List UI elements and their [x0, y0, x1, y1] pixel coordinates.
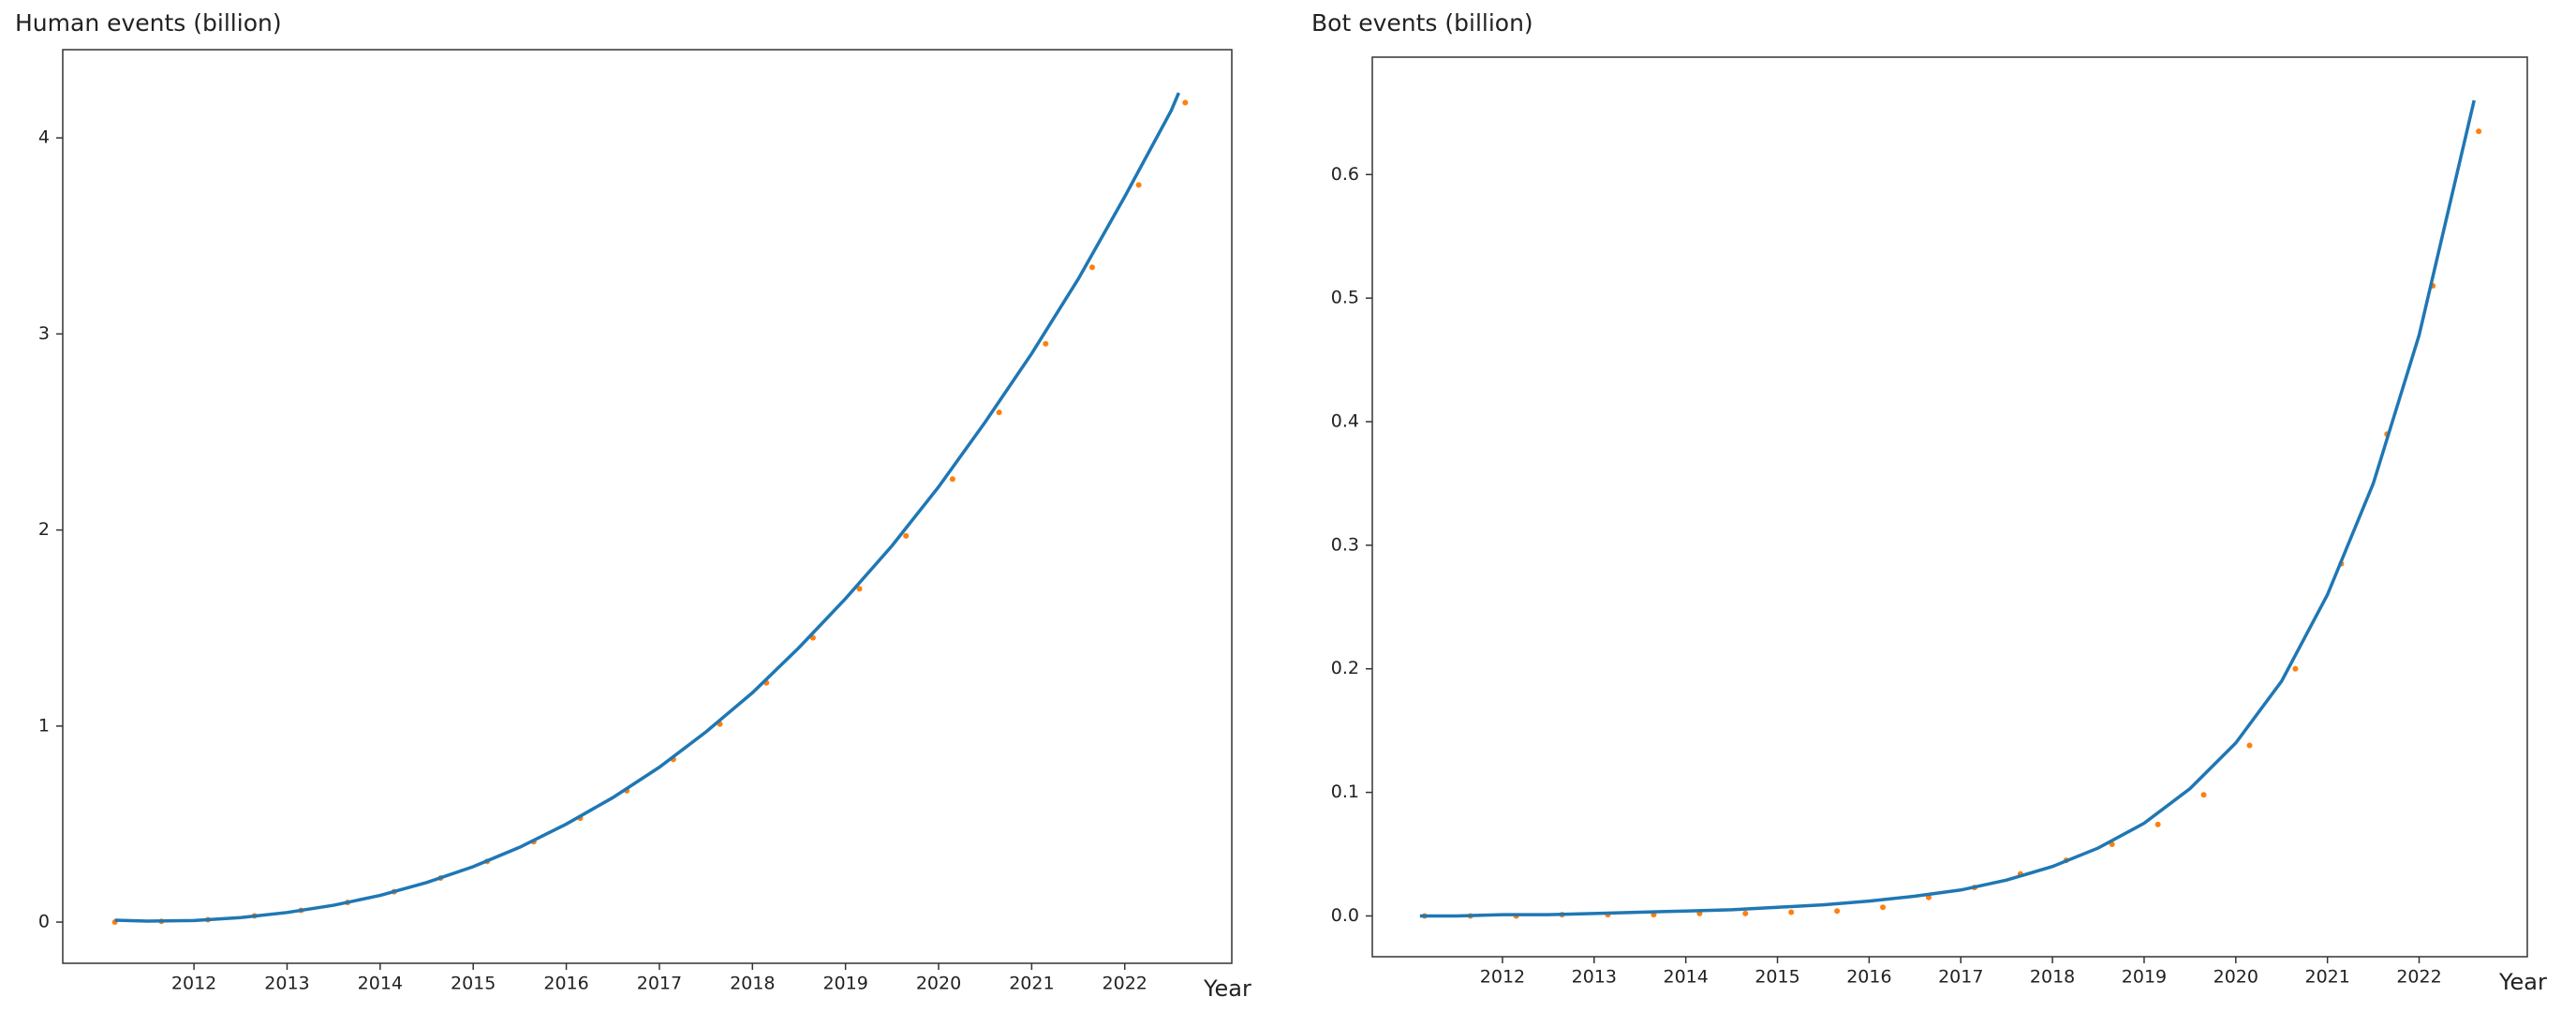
data-dot	[996, 409, 1002, 416]
x-tick-label: 2013	[1572, 967, 1617, 988]
x-tick-label: 2017	[637, 974, 682, 994]
data-dot	[2154, 821, 2161, 827]
y-tick-label: 0.0	[1331, 905, 1359, 926]
x-tick-label: 2022	[1103, 974, 1147, 994]
x-axis-label: Year	[2498, 969, 2547, 995]
x-tick-label: 2012	[171, 974, 216, 994]
y-tick-label: 0.5	[1331, 288, 1359, 308]
data-dot	[1880, 904, 1887, 911]
data-dot	[949, 476, 955, 483]
x-tick-label: 2015	[1754, 967, 1799, 988]
data-dot	[1182, 99, 1189, 106]
y-tick-label: 1	[38, 715, 50, 736]
fit-line	[114, 92, 1180, 923]
x-tick-label: 2021	[2304, 967, 2349, 988]
x-tick-label: 2020	[2213, 967, 2258, 988]
y-tick-label: 4	[38, 127, 50, 148]
y-tick-label: 0.3	[1331, 534, 1359, 555]
x-axis-label: Year	[1203, 975, 1251, 1002]
data-dot	[1788, 909, 1795, 915]
x-tick-label: 2018	[2030, 967, 2075, 988]
x-tick-label: 2016	[543, 974, 588, 994]
x-tick-label: 2019	[822, 974, 867, 994]
x-tick-label: 2018	[730, 974, 775, 994]
data-dot	[1834, 908, 1841, 915]
chart-title: Human events (billion)	[15, 9, 282, 37]
data-dot	[2476, 128, 2482, 135]
y-tick-label: 0.6	[1331, 164, 1359, 185]
data-dot	[903, 532, 910, 539]
x-tick-label: 2016	[1846, 967, 1891, 988]
x-tick-label: 2020	[916, 974, 961, 994]
data-dot	[1742, 910, 1749, 916]
data-dot	[1135, 182, 1142, 188]
x-tick-label: 2021	[1009, 974, 1054, 994]
data-dot	[1088, 264, 1095, 271]
y-tick-label: 3	[38, 323, 50, 344]
data-dot	[2200, 792, 2207, 798]
x-tick-label: 2014	[358, 974, 403, 994]
x-tick-label: 2022	[2396, 967, 2441, 988]
plot-frame	[1371, 56, 2528, 958]
data-dot	[1043, 340, 1049, 347]
data-dot	[2292, 665, 2299, 672]
x-tick-label: 2013	[264, 974, 309, 994]
y-tick-label: 2	[38, 519, 50, 540]
x-tick-label: 2019	[2122, 967, 2167, 988]
chart-title: Bot events (billion)	[1311, 9, 1533, 37]
x-tick-label: 2017	[1938, 967, 1983, 988]
x-tick-label: 2012	[1480, 967, 1525, 988]
data-dot	[2246, 742, 2253, 749]
data-dot	[856, 586, 863, 592]
y-tick-label: 0.2	[1331, 658, 1359, 678]
y-tick-label: 0	[38, 912, 50, 932]
fit-line	[1419, 99, 2476, 918]
y-tick-label: 0.4	[1331, 411, 1359, 432]
plot-frame	[62, 49, 1233, 964]
x-tick-label: 2014	[1663, 967, 1708, 988]
x-tick-label: 2015	[451, 974, 496, 994]
y-tick-label: 0.1	[1331, 781, 1359, 802]
